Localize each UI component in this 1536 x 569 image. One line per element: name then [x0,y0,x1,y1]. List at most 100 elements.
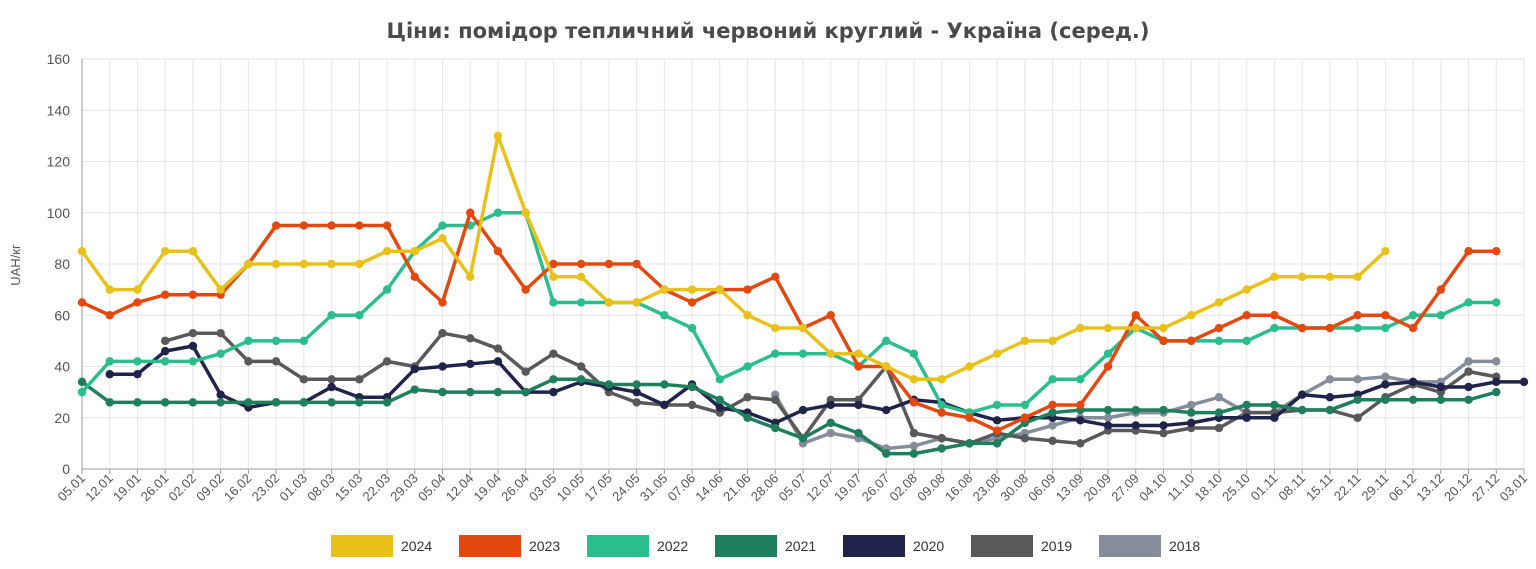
data-point[interactable] [521,387,530,397]
data-point[interactable] [271,357,281,366]
data-point[interactable] [549,259,558,269]
data-point[interactable] [77,246,87,256]
data-point[interactable] [105,357,114,366]
data-point[interactable] [1297,405,1307,415]
data-point[interactable] [909,428,919,438]
data-point[interactable] [77,387,87,397]
data-point[interactable] [632,387,641,397]
data-point[interactable] [715,285,725,294]
data-point[interactable] [1381,311,1390,320]
data-point[interactable] [105,398,114,407]
data-point[interactable] [1131,405,1140,415]
data-point[interactable] [1297,323,1307,333]
data-point[interactable] [576,272,586,282]
data-point[interactable] [826,428,835,438]
data-point[interactable] [160,357,170,366]
data-point[interactable] [271,259,281,269]
data-point[interactable] [1103,413,1113,422]
data-point[interactable] [1020,434,1030,443]
data-point[interactable] [909,449,919,458]
data-point[interactable] [438,387,447,397]
data-point[interactable] [1408,311,1418,320]
data-point[interactable] [743,362,752,371]
data-point[interactable] [493,357,503,366]
data-point[interactable] [881,449,891,458]
data-point[interactable] [1131,323,1140,333]
data-point[interactable] [1048,408,1057,417]
data-point[interactable] [1020,400,1030,410]
data-point[interactable] [160,336,170,346]
data-point[interactable] [216,398,225,407]
data-point[interactable] [576,259,586,269]
data-point[interactable] [1187,311,1196,320]
data-point[interactable] [854,362,863,371]
data-point[interactable] [216,349,225,358]
data-point[interactable] [854,428,863,438]
legend-item-2018[interactable]: 2018 [1099,535,1200,557]
data-point[interactable] [1214,336,1224,346]
data-point[interactable] [1187,418,1196,428]
legend-item-2022[interactable]: 2022 [587,535,688,557]
data-point[interactable] [771,423,780,433]
data-point[interactable] [1214,393,1224,402]
data-point[interactable] [965,439,974,448]
data-point[interactable] [1492,246,1501,256]
data-point[interactable] [660,285,669,294]
data-point[interactable] [188,328,198,338]
legend[interactable]: 2024 2023 2022 2021 2020 2019 2018 [331,535,1200,557]
legend-item-2019[interactable]: 2019 [971,535,1072,557]
data-point[interactable] [133,369,142,379]
data-point[interactable] [216,328,225,338]
data-point[interactable] [1325,405,1335,415]
data-point[interactable] [299,375,309,384]
data-point[interactable] [576,375,586,384]
data-point[interactable] [1076,416,1085,425]
data-point[interactable] [1353,323,1362,333]
data-point[interactable] [632,398,641,407]
data-point[interactable] [244,336,253,346]
data-point[interactable] [410,272,419,282]
data-point[interactable] [1353,311,1362,320]
data-point[interactable] [1159,323,1168,333]
data-point[interactable] [1381,372,1390,381]
data-point[interactable] [327,259,336,269]
data-point[interactable] [937,408,946,417]
data-point[interactable] [1464,367,1473,376]
data-point[interactable] [466,359,475,369]
data-point[interactable] [1103,323,1113,333]
data-point[interactable] [1325,272,1335,282]
data-point[interactable] [743,413,752,422]
legend-item-2020[interactable]: 2020 [843,535,944,557]
data-point[interactable] [1020,336,1030,346]
data-point[interactable] [909,375,919,384]
data-point[interactable] [493,208,503,217]
data-point[interactable] [632,259,641,269]
data-point[interactable] [881,405,891,415]
data-point[interactable] [992,439,1002,448]
data-point[interactable] [1270,400,1279,410]
data-point[interactable] [466,208,475,217]
data-point[interactable] [410,364,419,374]
data-point[interactable] [382,285,392,294]
data-point[interactable] [1103,349,1113,358]
data-point[interactable] [1270,311,1279,320]
data-point[interactable] [909,441,919,451]
data-point[interactable] [854,400,863,410]
data-point[interactable] [327,311,336,320]
data-point[interactable] [798,349,808,358]
data-point[interactable] [299,221,309,230]
data-point[interactable] [355,221,364,230]
data-point[interactable] [687,382,697,392]
data-point[interactable] [1187,336,1196,346]
data-point[interactable] [909,398,919,407]
data-point[interactable] [438,298,447,307]
data-point[interactable] [438,221,447,230]
data-point[interactable] [604,380,614,389]
data-point[interactable] [244,398,253,407]
data-point[interactable] [1325,323,1335,333]
data-point[interactable] [1492,387,1501,397]
data-point[interactable] [1492,357,1501,366]
data-point[interactable] [1214,298,1224,307]
data-point[interactable] [992,349,1002,358]
data-point[interactable] [576,362,586,371]
